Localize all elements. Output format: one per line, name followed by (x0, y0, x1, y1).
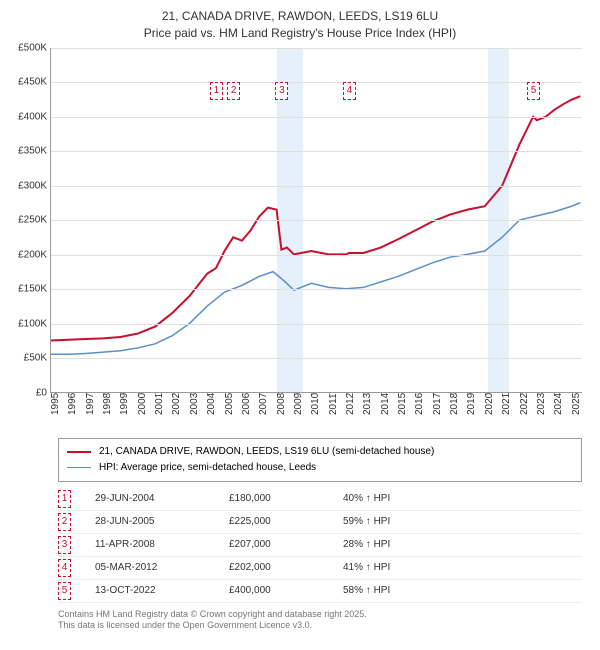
footnote: Contains HM Land Registry data © Crown c… (58, 609, 582, 632)
sales-pct: 40% ↑ HPI (343, 493, 390, 504)
sales-marker: 2 (58, 513, 71, 531)
sales-price: £180,000 (229, 493, 319, 504)
y-axis-label: £100K (11, 318, 47, 329)
sale-marker-3: 3 (275, 82, 288, 100)
sales-pct: 41% ↑ HPI (343, 562, 390, 573)
gridline (51, 324, 582, 325)
title-line1: 21, CANADA DRIVE, RAWDON, LEEDS, LS19 6L… (162, 9, 438, 23)
gridline (51, 220, 582, 221)
sale-marker-1: 1 (210, 82, 223, 100)
legend-item: 21, CANADA DRIVE, RAWDON, LEEDS, LS19 6L… (67, 444, 573, 460)
series-price_paid (51, 96, 580, 340)
series-hpi (51, 202, 580, 353)
gridline (51, 151, 582, 152)
legend: 21, CANADA DRIVE, RAWDON, LEEDS, LS19 6L… (58, 438, 582, 482)
sales-marker: 3 (58, 536, 71, 554)
gridline (51, 117, 582, 118)
sales-row: 2 28-JUN-2005 £225,000 59% ↑ HPI (58, 511, 582, 534)
sales-date: 28-JUN-2005 (95, 516, 205, 527)
sales-date: 05-MAR-2012 (95, 562, 205, 573)
sale-marker-4: 4 (343, 82, 356, 100)
y-axis-label: £50K (11, 353, 47, 364)
gridline (51, 358, 582, 359)
gridline (51, 48, 582, 49)
y-axis-label: £300K (11, 180, 47, 191)
gridline (51, 186, 582, 187)
sale-marker-5: 5 (527, 82, 540, 100)
sales-marker: 5 (58, 582, 71, 600)
sales-date: 29-JUN-2004 (95, 493, 205, 504)
legend-swatch (67, 467, 91, 469)
legend-item: HPI: Average price, semi-detached house,… (67, 460, 573, 476)
footnote-line1: Contains HM Land Registry data © Crown c… (58, 609, 367, 619)
y-axis-label: £150K (11, 284, 47, 295)
y-axis-label: £450K (11, 77, 47, 88)
sale-marker-2: 2 (227, 82, 240, 100)
sales-marker: 4 (58, 559, 71, 577)
sales-pct: 59% ↑ HPI (343, 516, 390, 527)
sales-price: £202,000 (229, 562, 319, 573)
sales-price: £207,000 (229, 539, 319, 550)
y-axis-label: £0 (11, 387, 47, 398)
plot-area: £0£50K£100K£150K£200K£250K£300K£350K£400… (50, 48, 582, 393)
sales-row: 5 13-OCT-2022 £400,000 58% ↑ HPI (58, 580, 582, 603)
y-axis-label: £250K (11, 215, 47, 226)
y-axis-label: £400K (11, 111, 47, 122)
sales-row: 3 11-APR-2008 £207,000 28% ↑ HPI (58, 534, 582, 557)
gridline (51, 289, 582, 290)
sales-marker: 1 (58, 490, 71, 508)
sales-table: 1 29-JUN-2004 £180,000 40% ↑ HPI 2 28-JUN-200… (58, 488, 582, 603)
sales-row: 4 05-MAR-2012 £202,000 41% ↑ HPI (58, 557, 582, 580)
sales-pct: 58% ↑ HPI (343, 585, 390, 596)
chart-title: 21, CANADA DRIVE, RAWDON, LEEDS, LS19 6L… (10, 8, 590, 42)
legend-label: HPI: Average price, semi-detached house,… (99, 460, 316, 476)
chart: £0£50K£100K£150K£200K£250K£300K£350K£400… (50, 48, 582, 428)
title-line2: Price paid vs. HM Land Registry's House … (144, 26, 456, 40)
sales-row: 1 29-JUN-2004 £180,000 40% ↑ HPI (58, 488, 582, 511)
legend-label: 21, CANADA DRIVE, RAWDON, LEEDS, LS19 6L… (99, 444, 434, 460)
sales-date: 11-APR-2008 (95, 539, 205, 550)
x-axis-label: 2025 (571, 392, 600, 414)
y-axis-label: £500K (11, 42, 47, 53)
y-axis-label: £200K (11, 249, 47, 260)
sales-price: £225,000 (229, 516, 319, 527)
legend-swatch (67, 451, 91, 453)
sales-date: 13-OCT-2022 (95, 585, 205, 596)
sales-price: £400,000 (229, 585, 319, 596)
footnote-line2: This data is licensed under the Open Gov… (58, 620, 312, 630)
sales-pct: 28% ↑ HPI (343, 539, 390, 550)
y-axis-label: £350K (11, 146, 47, 157)
gridline (51, 255, 582, 256)
gridline (51, 82, 582, 83)
